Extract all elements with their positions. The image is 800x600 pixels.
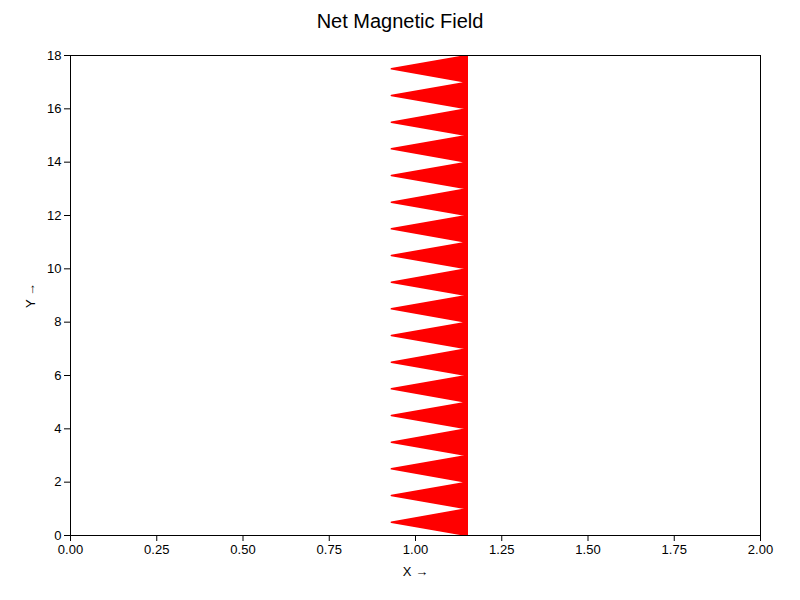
svg-text:6: 6 xyxy=(54,368,61,383)
svg-text:12: 12 xyxy=(47,208,61,223)
svg-text:X →: X → xyxy=(403,564,428,579)
svg-text:0.75: 0.75 xyxy=(317,542,342,557)
html-text:Net Magnetic Field: Net Magnetic Field xyxy=(316,10,484,32)
svg-text:2: 2 xyxy=(54,474,61,489)
svg-text:1.50: 1.50 xyxy=(575,542,600,557)
svg-text:0.25: 0.25 xyxy=(144,542,169,557)
svg-text:Y →: Y → xyxy=(23,283,38,308)
svg-text:1.75: 1.75 xyxy=(662,542,687,557)
svg-text:0.00: 0.00 xyxy=(58,542,83,557)
svg-text:10: 10 xyxy=(47,261,61,276)
svg-text:18: 18 xyxy=(47,48,61,63)
svg-text:1.00: 1.00 xyxy=(403,542,428,557)
svg-text:2.00: 2.00 xyxy=(748,542,773,557)
svg-text:1.25: 1.25 xyxy=(489,542,514,557)
svg-text:4: 4 xyxy=(54,421,61,436)
svg-text:8: 8 xyxy=(54,314,61,329)
svg-text:0.50: 0.50 xyxy=(230,542,255,557)
svg-text:0: 0 xyxy=(54,528,61,543)
svg-text:14: 14 xyxy=(47,154,61,169)
svg-text:16: 16 xyxy=(47,101,61,116)
